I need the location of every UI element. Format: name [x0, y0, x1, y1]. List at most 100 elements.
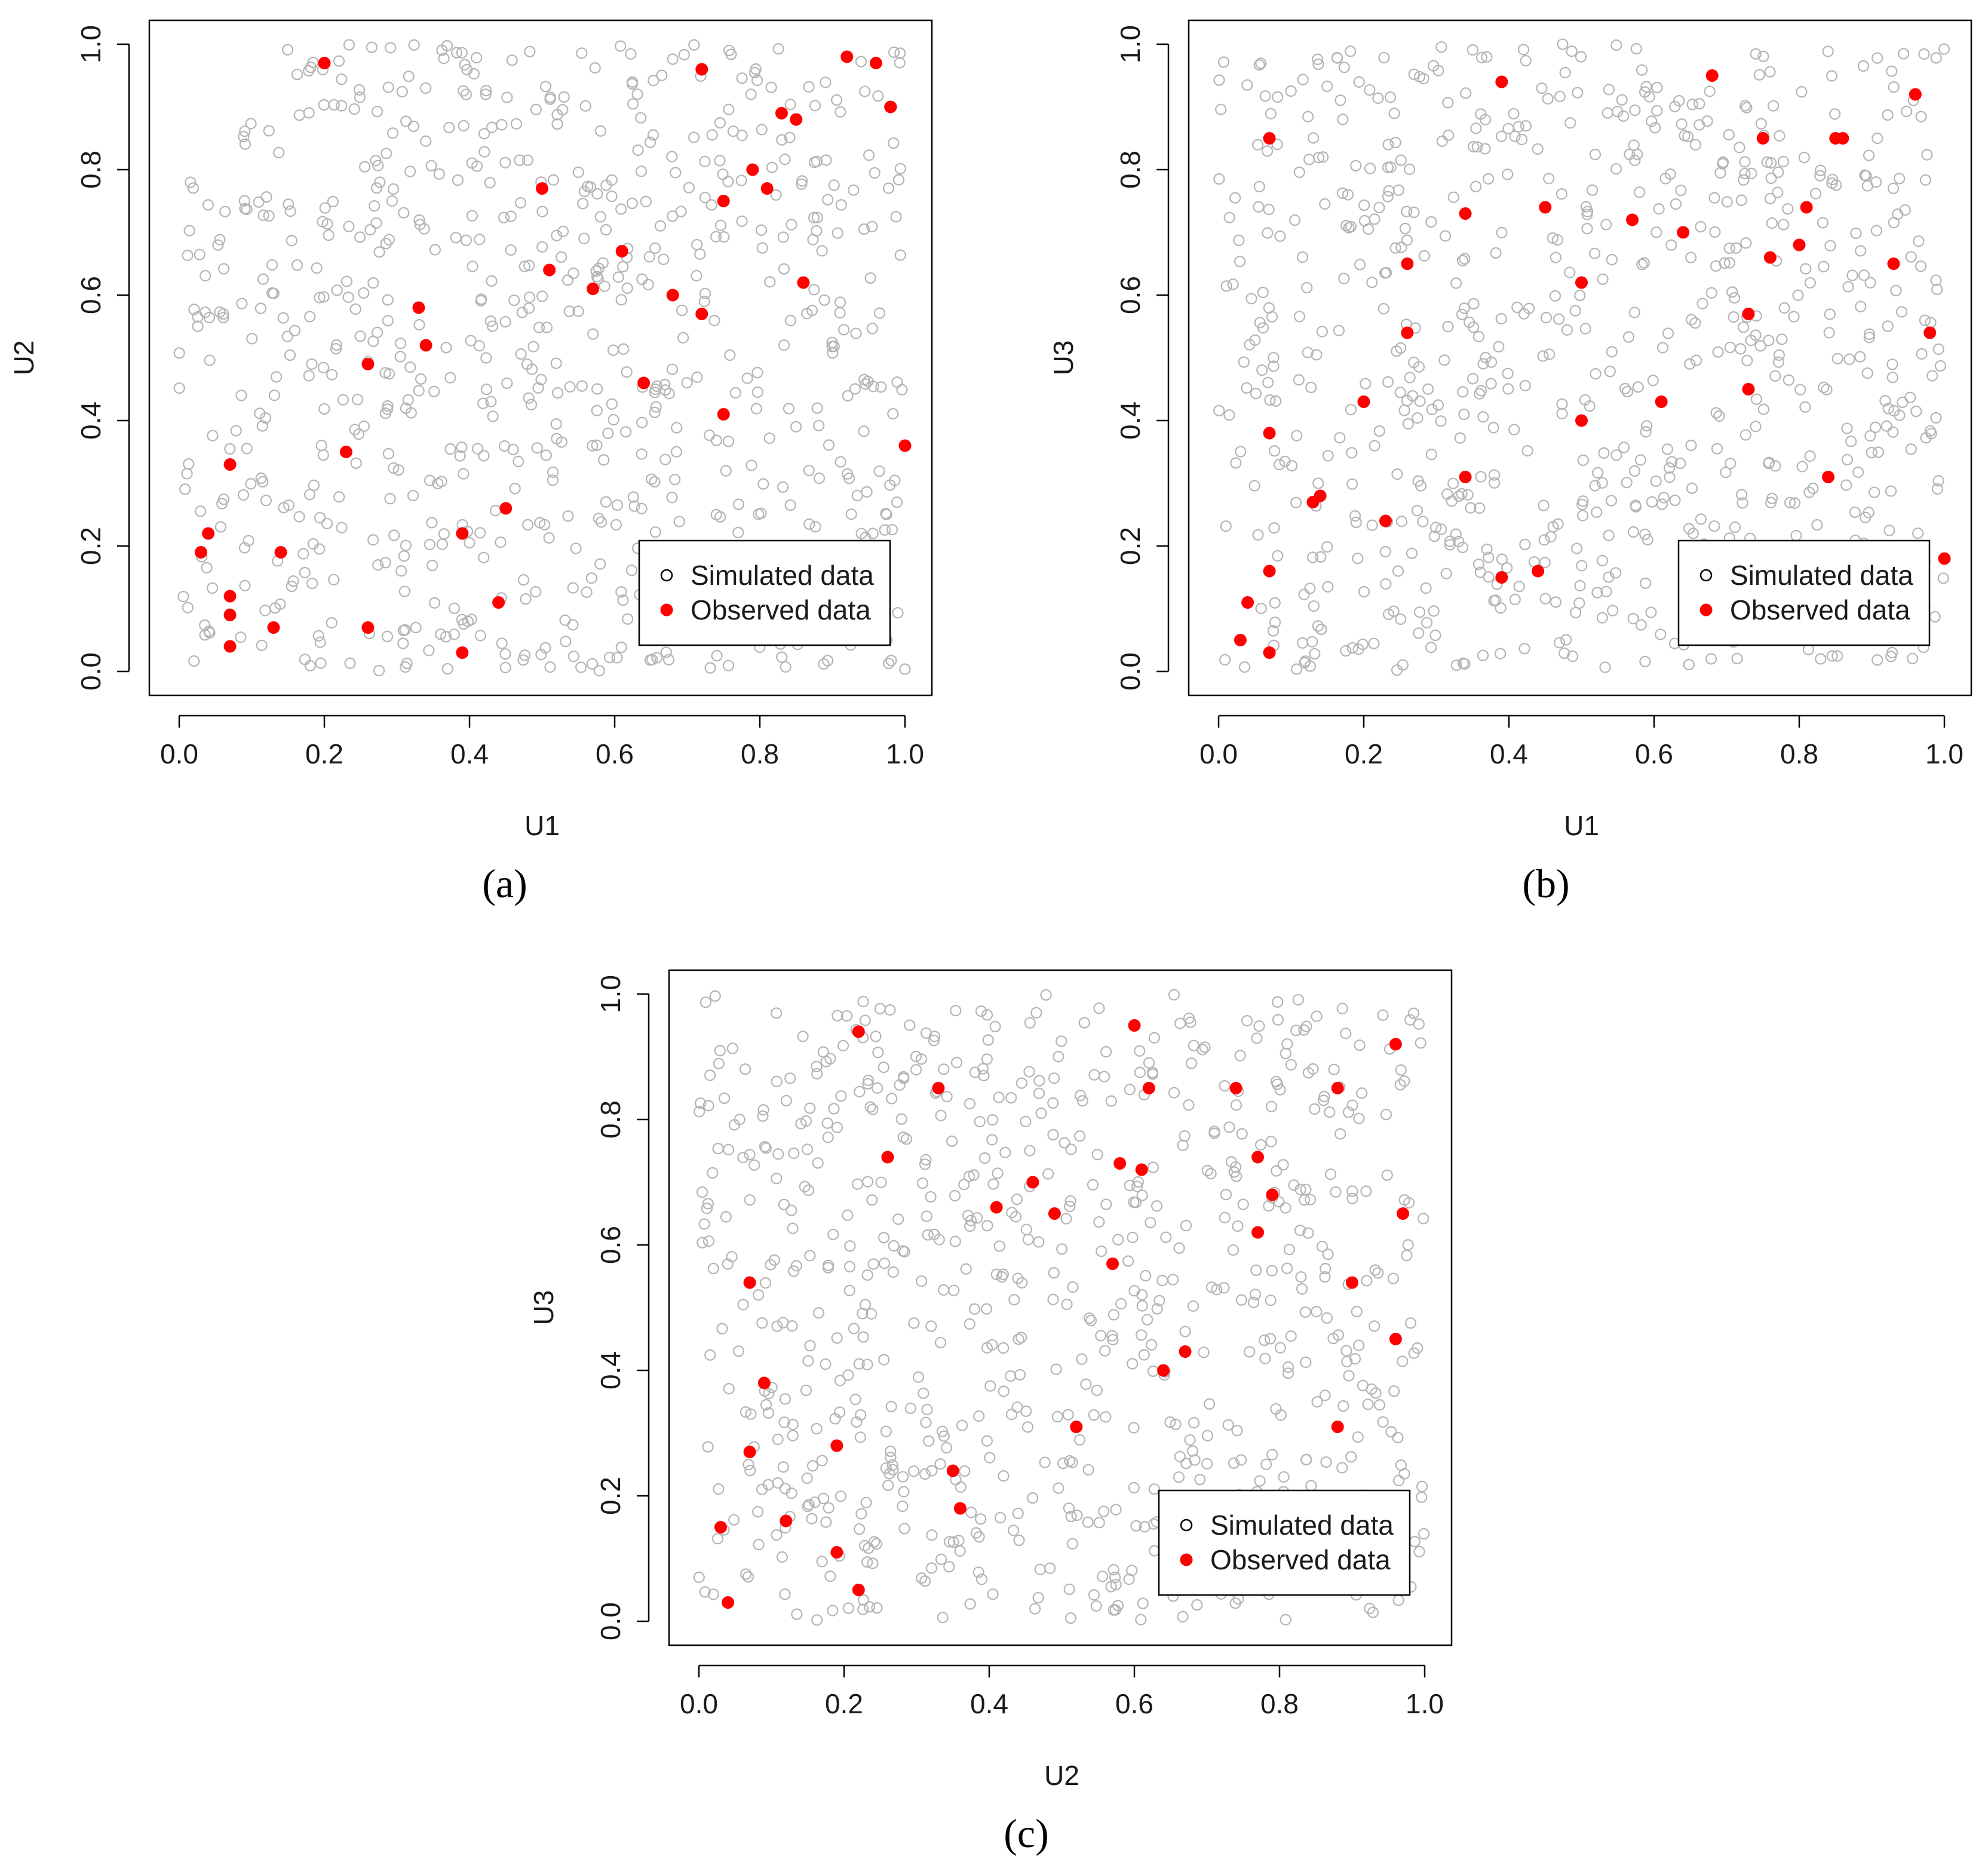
simulated-point [841, 1010, 853, 1022]
simulated-point [1265, 1295, 1277, 1306]
simulated-point [908, 1465, 920, 1477]
simulated-point [1587, 184, 1599, 196]
simulated-point [1257, 286, 1269, 299]
simulated-point [254, 302, 267, 314]
scatter-plot-u1-u2: 0.0 0.2 0.4 0.6 0.8 1.0U10.00.20.40.60.81.0U2… [8, 19, 933, 841]
simulated-point [364, 223, 376, 236]
simulated-point [842, 1369, 854, 1381]
simulated-point [1135, 1614, 1147, 1625]
simulated-point [1332, 52, 1343, 64]
simulated-point [1227, 1244, 1239, 1256]
simulated-point [282, 44, 294, 56]
simulated-point [326, 369, 338, 381]
simulated-point [591, 383, 603, 395]
simulated-point [303, 370, 315, 382]
simulated-point [1403, 163, 1416, 175]
simulated-point [910, 1050, 922, 1062]
simulated-point [1429, 522, 1442, 533]
simulated-point [238, 542, 251, 554]
observed-point [1793, 238, 1806, 251]
simulated-point [1921, 149, 1933, 161]
simulated-point [1804, 450, 1816, 462]
simulated-point [1252, 529, 1264, 541]
simulated-point [1088, 1069, 1100, 1081]
simulated-point [776, 134, 788, 146]
simulated-point [935, 1109, 947, 1121]
simulated-point [441, 40, 453, 52]
y-tick-label: 0.4 [595, 1351, 626, 1390]
simulated-point [866, 1194, 878, 1206]
simulated-point [1556, 188, 1568, 200]
simulated-point [1508, 424, 1520, 435]
simulated-point [828, 179, 840, 191]
simulated-point [1252, 139, 1264, 151]
simulated-point [577, 198, 589, 210]
simulated-point [1930, 412, 1942, 424]
simulated-point [1407, 1007, 1420, 1019]
simulated-point [187, 182, 200, 194]
simulated-point [1334, 94, 1346, 106]
simulated-point [1379, 267, 1391, 279]
simulated-point [336, 100, 348, 112]
simulated-point [471, 52, 483, 64]
simulated-point [1237, 1198, 1249, 1210]
simulated-point [1380, 1109, 1392, 1121]
x-tick-label: 0.2 [825, 1688, 863, 1719]
simulated-point [1229, 1161, 1242, 1173]
simulated-point [182, 602, 194, 614]
simulated-point [1408, 68, 1420, 80]
simulated-point [741, 372, 753, 384]
simulated-point [1495, 313, 1507, 325]
simulated-point [1639, 655, 1651, 668]
simulated-point [523, 259, 535, 271]
simulated-point [367, 277, 379, 289]
simulated-point [670, 446, 683, 458]
simulated-point [886, 524, 898, 536]
simulated-point [392, 464, 404, 476]
simulated-point [541, 321, 553, 333]
simulated-point [1826, 177, 1838, 189]
simulated-point [1336, 1002, 1348, 1014]
y-tick-label: 0.2 [75, 527, 106, 565]
simulated-point [1807, 482, 1819, 495]
simulated-point [1470, 180, 1482, 192]
simulated-point [1241, 382, 1253, 394]
simulated-point [852, 1178, 864, 1190]
simulated-point [842, 1602, 854, 1614]
simulated-point [1251, 1032, 1263, 1044]
simulated-point [920, 1416, 932, 1428]
simulated-point [1916, 348, 1928, 360]
y-tick-label: 0.0 [1115, 652, 1146, 691]
simulated-point [1220, 520, 1232, 532]
simulated-point [1395, 241, 1407, 253]
simulated-point [1340, 1345, 1352, 1357]
simulated-point [1446, 495, 1458, 507]
simulated-point [843, 473, 855, 484]
simulated-point [919, 1468, 931, 1480]
simulated-point [1380, 578, 1392, 590]
simulated-point [717, 168, 729, 180]
simulated-point [1030, 1007, 1042, 1019]
simulated-point [1006, 1207, 1018, 1219]
simulated-point [1318, 1090, 1330, 1103]
simulated-point [1401, 234, 1413, 246]
simulated-point [1389, 242, 1401, 254]
simulated-point [1384, 91, 1397, 103]
simulated-point [1311, 1010, 1323, 1022]
simulated-point [1766, 217, 1778, 229]
simulated-point [625, 565, 638, 576]
simulated-point [1259, 1334, 1271, 1346]
simulated-point [1589, 480, 1601, 492]
simulated-point [1513, 121, 1524, 133]
simulated-point [694, 248, 706, 260]
simulated-point [801, 1143, 814, 1155]
simulated-point [1658, 492, 1670, 504]
observed-point [1459, 471, 1472, 483]
simulated-point [1168, 989, 1180, 1001]
simulated-point [615, 294, 627, 306]
simulated-point [859, 1299, 872, 1311]
simulated-point [1151, 1200, 1163, 1212]
simulated-point [505, 244, 517, 256]
simulated-point [1511, 301, 1523, 314]
simulated-point [1394, 1079, 1406, 1091]
